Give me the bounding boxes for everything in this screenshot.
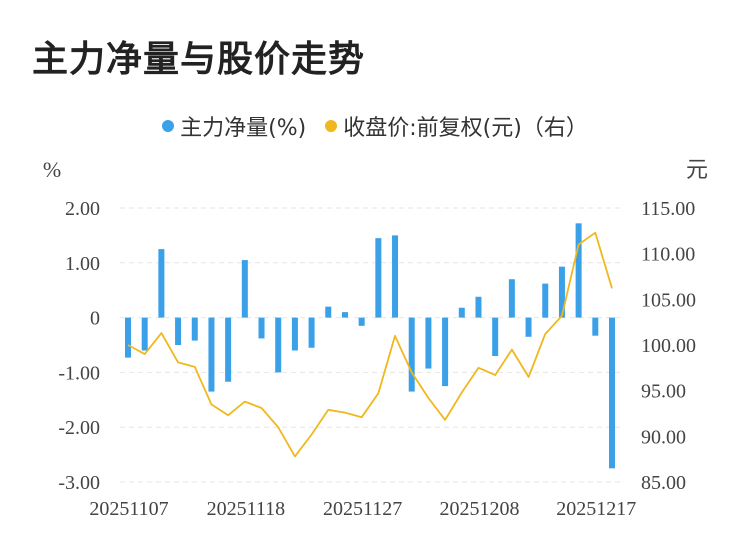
right-axis-label: 元 (686, 158, 708, 183)
bar[interactable] (375, 238, 382, 318)
bar[interactable] (592, 317, 599, 336)
bar[interactable] (191, 317, 198, 341)
right-tick-label: 85.00 (641, 472, 686, 494)
bar[interactable] (392, 235, 399, 318)
legend-bar-label: 主力净量(%) (180, 116, 307, 141)
bar[interactable] (158, 249, 165, 318)
close-price-line[interactable] (127, 231, 613, 458)
left-tick-label: -3.00 (58, 472, 100, 494)
x-tick-label: 20251127 (323, 498, 402, 520)
left-tick-label: 1.00 (65, 253, 100, 275)
right-tick-label: 100.00 (641, 335, 696, 357)
x-tick-label: 20251208 (439, 498, 519, 520)
bar[interactable] (141, 317, 148, 351)
bar[interactable] (458, 307, 465, 318)
bar[interactable] (558, 266, 565, 318)
left-tick-label: -1.00 (58, 362, 100, 384)
bar[interactable] (225, 317, 232, 382)
bar[interactable] (341, 312, 348, 318)
bar[interactable] (175, 317, 182, 345)
legend-item-net-volume[interactable]: 主力净量(%) (162, 110, 306, 142)
bar[interactable] (291, 317, 298, 351)
bar[interactable] (258, 317, 265, 339)
bar[interactable] (208, 317, 215, 392)
legend: 主力净量(%) 收盘价:前复权(元)（右） (0, 110, 750, 142)
bar[interactable] (425, 317, 432, 369)
grid-lines (120, 207, 620, 483)
bar[interactable] (475, 296, 482, 318)
right-tick-label: 105.00 (641, 289, 696, 311)
left-tick-label: -2.00 (58, 417, 100, 439)
left-tick-label: 2.00 (65, 198, 100, 220)
bar-series (125, 223, 615, 469)
bar[interactable] (542, 283, 549, 318)
legend-bar-marker (162, 120, 175, 132)
left-axis-label: % (43, 157, 61, 182)
x-tick-label: 20251118 (207, 498, 286, 520)
bar[interactable] (575, 223, 582, 318)
bar[interactable] (125, 317, 131, 358)
legend-item-close-price[interactable]: 收盘价:前复权(元)（右） (325, 110, 588, 142)
bar[interactable] (275, 317, 282, 373)
right-axis-ticks: 115.00 110.00 105.00 100.00 95.00 90.00 85.00 (641, 198, 696, 494)
bar[interactable] (609, 317, 615, 469)
right-tick-label: 110.00 (641, 244, 695, 266)
bar[interactable] (325, 306, 332, 318)
left-axis-ticks: 2.00 1.00 0 -1.00 -2.00 -3.00 (58, 198, 100, 494)
chart-title: 主力净量与股价走势 (32, 39, 366, 80)
bar[interactable] (308, 317, 315, 348)
left-tick-label: 0 (90, 308, 100, 330)
bar[interactable] (442, 317, 449, 387)
bar[interactable] (492, 317, 499, 356)
bar[interactable] (508, 279, 515, 318)
x-tick-label: 20251107 (89, 498, 168, 520)
bar[interactable] (525, 317, 532, 337)
x-tick-label: 20251217 (556, 498, 636, 520)
legend-line-marker (325, 120, 338, 132)
x-axis-ticks: 20251107 20251118 20251127 20251208 20251217 (89, 498, 636, 520)
right-tick-label: 90.00 (641, 426, 686, 448)
bar[interactable] (408, 317, 415, 392)
bar[interactable] (241, 260, 248, 318)
bar[interactable] (358, 317, 365, 326)
right-tick-label: 115.00 (641, 198, 695, 220)
legend-line-label: 收盘价:前复权(元)（右） (343, 116, 588, 141)
right-tick-label: 95.00 (641, 381, 686, 403)
line-series (127, 231, 613, 458)
